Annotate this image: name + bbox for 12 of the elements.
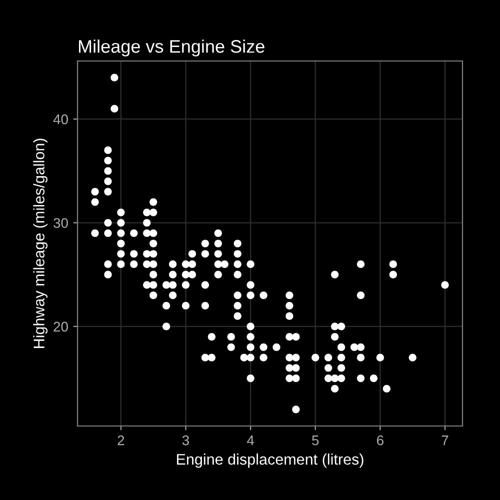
y-tick-label: 40 bbox=[53, 114, 68, 124]
x-tick-label: 3 bbox=[182, 435, 189, 446]
x-tick-label: 5 bbox=[312, 436, 319, 446]
y-axis-title: Highway mileage (miles/gallon) bbox=[33, 138, 48, 348]
x-tick-label: 6 bbox=[377, 435, 384, 446]
chart-title: Mileage vs Engine Size bbox=[78, 40, 264, 56]
x-axis-title: Engine displacement (litres) bbox=[177, 454, 364, 468]
x-tick-label: 7 bbox=[442, 436, 448, 446]
y-tick-label: 30 bbox=[54, 218, 68, 228]
x-tick-label: 4 bbox=[247, 436, 254, 446]
x-tick-label: 2 bbox=[118, 435, 124, 446]
y-tick-label: 20 bbox=[54, 322, 68, 332]
